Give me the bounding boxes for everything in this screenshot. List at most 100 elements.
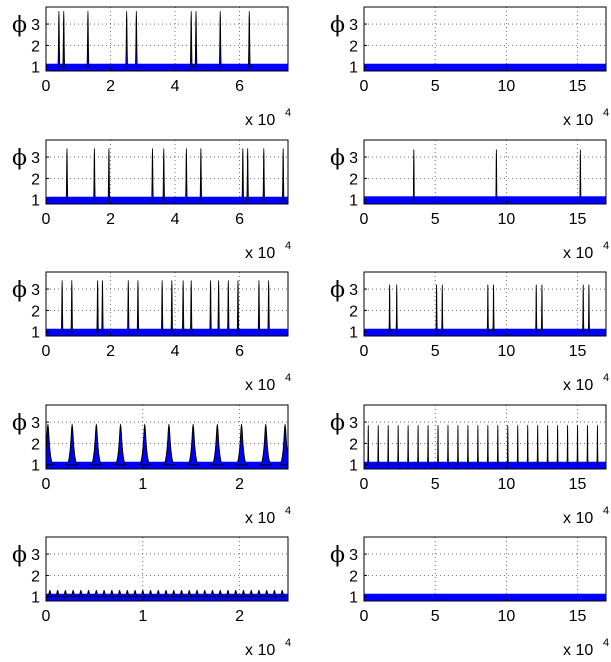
peak bbox=[189, 280, 193, 333]
peak bbox=[456, 424, 460, 466]
peak bbox=[576, 424, 579, 466]
x-tick-label: 5 bbox=[431, 211, 440, 228]
x-tick-label: 6 bbox=[235, 343, 244, 360]
peak bbox=[412, 149, 416, 200]
y-tick-label: 1 bbox=[31, 325, 40, 342]
peak bbox=[247, 589, 255, 598]
x-tick-label: 15 bbox=[569, 211, 587, 228]
baseline-band bbox=[364, 593, 606, 601]
peak bbox=[184, 148, 189, 201]
x-exponent-label: x 10 bbox=[245, 642, 275, 659]
x-tick-label: 2 bbox=[235, 476, 244, 493]
peak bbox=[466, 424, 470, 466]
x-tick-label: 4 bbox=[171, 211, 180, 228]
peak bbox=[123, 589, 131, 598]
x-exponent-label: x 10 bbox=[245, 510, 275, 527]
y-tick-label: 1 bbox=[31, 60, 40, 77]
peak bbox=[162, 423, 176, 466]
x-tick-label: 1 bbox=[138, 608, 147, 625]
peak bbox=[199, 148, 203, 201]
x-exponent-power: 4 bbox=[285, 505, 291, 517]
peak bbox=[240, 589, 247, 598]
x-exponent-label: x 10 bbox=[245, 245, 275, 262]
peak bbox=[56, 10, 61, 68]
peak bbox=[486, 424, 489, 466]
x-tick-label: 15 bbox=[569, 476, 587, 493]
x-tick-label: 0 bbox=[42, 211, 51, 228]
x-exponent-power: 4 bbox=[285, 372, 291, 384]
axes-box bbox=[363, 139, 607, 205]
x-tick-label: 0 bbox=[360, 608, 369, 625]
axes-box bbox=[45, 536, 289, 602]
peak bbox=[226, 280, 231, 333]
panel-row2-right: 0 5 10 15 1 2 3ϕ x 10 4 bbox=[330, 139, 609, 262]
peak bbox=[46, 589, 54, 598]
peak bbox=[516, 424, 519, 466]
peak bbox=[397, 424, 400, 466]
peak bbox=[216, 589, 224, 598]
peak bbox=[95, 280, 100, 333]
peak bbox=[540, 284, 544, 333]
x-tick-label: 6 bbox=[235, 211, 244, 228]
y-axis-symbol: ϕ bbox=[330, 13, 345, 38]
y-tick-label: 3 bbox=[31, 17, 40, 34]
peak bbox=[124, 10, 129, 68]
peak bbox=[278, 589, 286, 598]
y-tick-label: 3 bbox=[349, 547, 358, 564]
y-tick-label: 3 bbox=[349, 415, 358, 432]
peak bbox=[556, 424, 559, 466]
peak bbox=[93, 589, 100, 598]
baseline-band bbox=[46, 461, 288, 469]
panel-row3-right: 0 5 10 15 1 2 3ϕ x 10 4 bbox=[330, 271, 609, 394]
baseline-band bbox=[46, 593, 288, 601]
peak bbox=[138, 423, 152, 466]
peak bbox=[108, 589, 116, 598]
peak bbox=[435, 284, 438, 333]
peak bbox=[271, 589, 278, 598]
y-tick-label: 2 bbox=[349, 38, 358, 55]
peak bbox=[92, 148, 97, 201]
peak bbox=[147, 589, 154, 598]
y-tick-label: 1 bbox=[31, 590, 40, 607]
peak bbox=[65, 148, 69, 201]
peak bbox=[107, 148, 111, 201]
peak bbox=[209, 589, 216, 598]
y-tick-label: 3 bbox=[31, 547, 40, 564]
peak bbox=[387, 424, 390, 466]
peak bbox=[194, 10, 198, 68]
x-tick-label: 4 bbox=[171, 78, 180, 95]
x-exponent-label: x 10 bbox=[245, 112, 275, 129]
y-axis-symbol: ϕ bbox=[330, 146, 345, 171]
peak bbox=[426, 424, 430, 466]
peak bbox=[70, 280, 74, 333]
y-axis-symbol: ϕ bbox=[12, 146, 27, 171]
peak bbox=[492, 284, 495, 333]
x-exponent-power: 4 bbox=[603, 637, 609, 649]
peak bbox=[69, 589, 77, 598]
peak bbox=[534, 284, 538, 333]
peak bbox=[232, 589, 240, 598]
y-tick-label: 2 bbox=[349, 436, 358, 453]
axes-box bbox=[363, 536, 607, 602]
x-exponent-power: 4 bbox=[285, 637, 291, 649]
peak bbox=[407, 424, 410, 466]
peak bbox=[181, 280, 185, 333]
x-tick-label: 5 bbox=[431, 343, 440, 360]
x-tick-label: 0 bbox=[360, 476, 369, 493]
peak bbox=[388, 284, 391, 333]
peak bbox=[486, 284, 490, 333]
x-tick-label: 0 bbox=[42, 343, 51, 360]
y-axis-symbol: ϕ bbox=[330, 278, 345, 303]
x-exponent-power: 4 bbox=[603, 240, 609, 252]
x-tick-label: 4 bbox=[171, 343, 180, 360]
peak bbox=[160, 280, 164, 333]
y-axis-symbol: ϕ bbox=[12, 278, 27, 303]
peak bbox=[189, 10, 194, 68]
peak bbox=[131, 589, 139, 598]
peak bbox=[257, 280, 261, 333]
peak bbox=[476, 424, 480, 466]
peak bbox=[496, 424, 499, 466]
peak bbox=[586, 424, 589, 466]
peak bbox=[186, 423, 200, 466]
y-axis-symbol: ϕ bbox=[12, 13, 27, 38]
